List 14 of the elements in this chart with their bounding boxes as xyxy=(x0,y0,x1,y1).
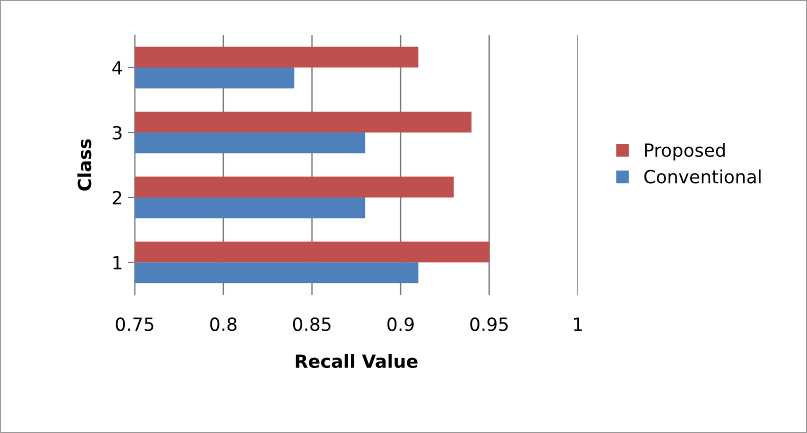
x-tick-label: 1 xyxy=(574,318,582,331)
y-tick-label: 4 xyxy=(112,61,122,74)
x-tick-label: 0.75 xyxy=(116,317,154,332)
y-tick-label: 1 xyxy=(113,256,122,270)
y-tick-label: 3 xyxy=(112,126,122,140)
y-tick-label: 2 xyxy=(112,190,122,204)
x-tick-label: 0.95 xyxy=(470,317,508,332)
x-axis-title: Recall Value xyxy=(296,354,418,368)
y-axis-title: Class xyxy=(77,139,92,191)
legend-label: Proposed xyxy=(645,142,725,160)
legend-label: Conventional xyxy=(644,169,761,184)
x-tick-label: 0.9 xyxy=(387,317,414,332)
x-tick-label: 0.8 xyxy=(210,317,236,332)
x-tick-label: 0.85 xyxy=(293,317,331,332)
